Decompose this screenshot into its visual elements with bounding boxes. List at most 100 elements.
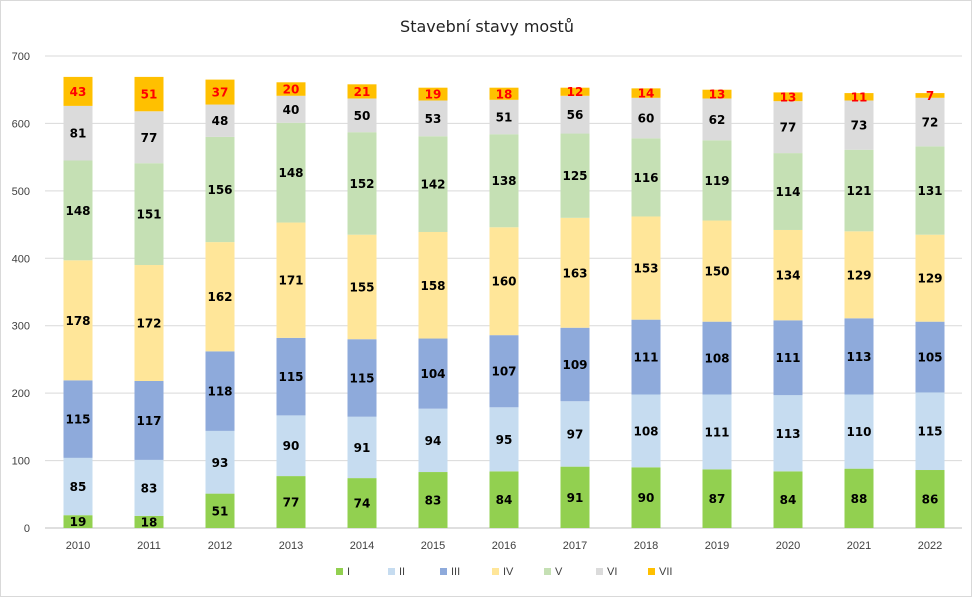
data-label: 114 — [775, 185, 800, 199]
data-label: 108 — [704, 352, 729, 366]
bar-segment — [773, 395, 803, 472]
bar-segment — [631, 216, 661, 320]
data-label: 18 — [141, 515, 158, 529]
data-label: 105 — [917, 351, 942, 365]
bar-segment — [418, 100, 448, 137]
bar-segment — [205, 351, 235, 431]
bar-segment — [631, 394, 661, 468]
legend-label: VI — [607, 566, 617, 578]
x-tick-label: 2016 — [492, 540, 516, 552]
y-tick-label: 200 — [12, 388, 30, 400]
bar-segment — [631, 138, 661, 217]
data-label: 72 — [922, 116, 939, 130]
bar-segment — [63, 380, 93, 458]
bar-segment — [134, 76, 164, 112]
data-label: 150 — [704, 265, 729, 279]
bar-segment — [134, 111, 164, 164]
bar-segment — [276, 122, 306, 223]
bar-segment — [347, 478, 377, 528]
bar-segment — [702, 321, 732, 395]
legend-label: V — [555, 566, 563, 578]
data-label: 134 — [775, 269, 800, 283]
data-label: 13 — [780, 90, 797, 104]
x-tick-label: 2020 — [776, 540, 800, 552]
x-tick-label: 2022 — [918, 540, 942, 552]
bar-segment — [276, 476, 306, 528]
data-label: 51 — [496, 111, 513, 125]
bar-segment — [773, 471, 803, 528]
bar-segment — [702, 140, 732, 221]
data-label: 153 — [633, 262, 658, 276]
bar-segment — [276, 82, 306, 96]
data-label: 107 — [491, 365, 516, 379]
bar-segment — [347, 234, 377, 340]
legend-label: IV — [503, 566, 514, 578]
x-tick-label: 2012 — [208, 540, 232, 552]
bar-segment — [134, 459, 164, 516]
data-label: 115 — [278, 370, 303, 384]
bar-segment — [276, 222, 306, 338]
bar-segment — [134, 265, 164, 382]
bar-segment — [844, 149, 874, 232]
data-label: 84 — [780, 493, 797, 507]
data-label: 51 — [141, 88, 158, 102]
bar-segment — [489, 335, 519, 408]
data-label: 109 — [562, 358, 587, 372]
x-tick-label: 2019 — [705, 540, 729, 552]
data-label: 155 — [349, 280, 374, 294]
data-label: 115 — [349, 371, 374, 385]
bar-segment — [347, 84, 377, 99]
legend-swatch — [440, 568, 447, 575]
data-label: 152 — [349, 177, 374, 191]
bar-segment — [702, 98, 732, 141]
legend-swatch — [388, 568, 395, 575]
data-label: 77 — [283, 496, 300, 510]
bar-segment — [63, 76, 93, 106]
x-tick-label: 2017 — [563, 540, 587, 552]
bar-segment — [773, 153, 803, 230]
data-label: 84 — [496, 493, 513, 507]
data-label: 158 — [420, 279, 445, 293]
bar-segment — [418, 136, 448, 232]
bar-segment — [915, 470, 945, 528]
bar-segment — [205, 136, 235, 243]
data-label: 94 — [425, 434, 442, 448]
bar-segment — [489, 134, 519, 228]
data-label: 21 — [354, 85, 371, 99]
bar-segment — [134, 515, 164, 528]
x-tick-label: 2014 — [350, 540, 374, 552]
bar-segment — [560, 133, 590, 218]
bar-segment — [63, 160, 93, 261]
y-axis: 0 100 200 300 400 500 600 700 — [12, 51, 30, 535]
bar-segment — [844, 318, 874, 395]
bar-segment — [631, 319, 661, 395]
legend-swatch — [492, 568, 499, 575]
data-label: 131 — [917, 184, 942, 198]
bar-segment — [702, 469, 732, 528]
bar-segment — [844, 394, 874, 469]
bar-segment — [134, 163, 164, 266]
data-label: 81 — [70, 127, 87, 141]
legend-swatch — [336, 568, 343, 575]
data-label: 85 — [70, 480, 87, 494]
data-label: 148 — [65, 204, 90, 218]
legend-swatch — [648, 568, 655, 575]
data-label: 40 — [283, 103, 300, 117]
bar-segment — [418, 408, 448, 473]
data-label: 125 — [562, 169, 587, 183]
bar-segment — [418, 472, 448, 528]
data-label: 178 — [65, 314, 90, 328]
data-label: 19 — [425, 88, 442, 102]
bar-segment — [631, 88, 661, 98]
data-label: 93 — [212, 456, 229, 470]
data-label: 95 — [496, 433, 513, 447]
x-tick-label: 2013 — [279, 540, 303, 552]
bar-segment — [915, 392, 945, 471]
data-label: 14 — [638, 87, 655, 101]
bar-segment — [489, 99, 519, 135]
bar-segment — [560, 95, 590, 134]
data-label: 116 — [633, 171, 658, 185]
x-tick-label: 2015 — [421, 540, 445, 552]
bar-segment — [773, 92, 803, 102]
